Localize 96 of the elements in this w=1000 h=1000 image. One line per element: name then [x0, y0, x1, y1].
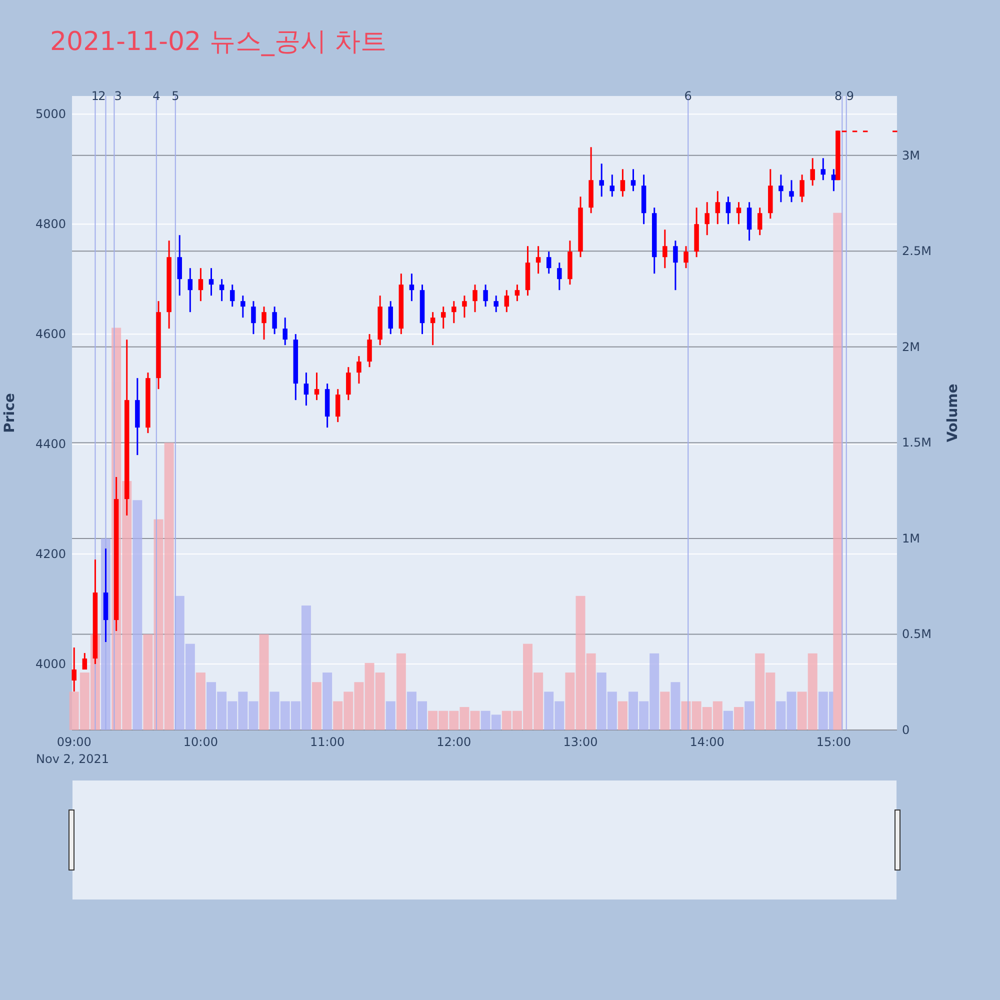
bar [312, 682, 322, 730]
y-tick-label: 4200 [35, 547, 66, 562]
bar [386, 701, 396, 730]
candlestick [610, 174, 615, 198]
candlestick [810, 157, 815, 186]
candlestick [177, 234, 182, 296]
x-tick-label: 09:00 [56, 735, 92, 749]
candlestick [72, 646, 76, 692]
candlestick [630, 168, 636, 192]
y2-tick-label: 0 [902, 723, 910, 737]
candlestick [409, 272, 414, 302]
candlestick [230, 284, 235, 308]
x-tick-label: 12:00 [436, 735, 472, 749]
candlestick [272, 306, 277, 335]
candlestick [662, 228, 668, 269]
x-tick-label: 10:00 [183, 735, 218, 749]
candlestick [356, 355, 362, 384]
x-tick-label: 11:00 [310, 735, 345, 749]
candlestick [198, 267, 204, 302]
y-tick-label: 4000 [35, 657, 66, 672]
bar [744, 701, 754, 730]
y-tick-label: 4400 [35, 437, 66, 452]
y-axis-title: Price [2, 393, 18, 433]
bar [660, 692, 670, 730]
candlestick [789, 179, 794, 203]
candlestick [262, 306, 266, 340]
candlestick [440, 306, 446, 330]
candlestick [673, 240, 678, 291]
y-tick-label: 4600 [35, 327, 66, 342]
bar [670, 682, 680, 730]
candlestick [388, 300, 393, 335]
candlestick [251, 300, 256, 335]
candlestick [367, 333, 372, 368]
candlestick [620, 168, 626, 198]
candlestick [557, 262, 562, 291]
candlestick [282, 316, 288, 346]
bar [618, 701, 628, 730]
candlestick [314, 372, 320, 401]
candlestick [462, 294, 467, 318]
ref-line-label: 6 [684, 89, 692, 103]
candlestick [219, 278, 224, 302]
candlestick [335, 388, 340, 423]
y2-tick-label: 1M [902, 531, 920, 546]
candlestick [715, 190, 720, 225]
candlestick [684, 245, 688, 269]
ref-line-label: 9 [846, 89, 854, 103]
bar [723, 710, 733, 730]
y2-tick-label: 2.5M [902, 244, 932, 258]
ref-line-label: 3 [114, 89, 122, 103]
ref-line-label: 8 [834, 89, 842, 103]
candlestick [82, 652, 88, 670]
ref-line-label: 1 [91, 89, 100, 103]
candlestick [188, 267, 193, 313]
y-tick-label: 5000 [35, 107, 66, 122]
text: Nov 2, 2021 [36, 752, 110, 766]
candlestick [546, 250, 552, 274]
candlestick [494, 294, 498, 313]
x-tick-label: 13:00 [563, 735, 598, 749]
candlestick [820, 157, 826, 181]
candlestick [240, 294, 246, 318]
ref-line-label: 4 [152, 89, 160, 103]
y2-tick-label: 0.5M [902, 627, 932, 642]
bar [322, 672, 332, 730]
candlestick [778, 174, 784, 203]
bar [196, 672, 206, 730]
bar [132, 500, 142, 730]
candlestick [704, 201, 710, 236]
y2-tick-label: 3M [902, 148, 920, 162]
candlestick [430, 311, 436, 346]
candlestick [800, 174, 804, 203]
y2-axis-title: Volume [945, 384, 961, 442]
chart-title: 2021-11-02 뉴스_공시 차트 [50, 27, 387, 57]
candlestick [514, 284, 520, 302]
candlestick [304, 372, 309, 406]
candlestick [746, 201, 752, 242]
bar [396, 653, 406, 730]
candlestick [346, 366, 351, 401]
candlestick [736, 201, 742, 225]
ref-line-label: 5 [172, 89, 180, 103]
candlestick [757, 206, 762, 236]
x-tick-label: 15:00 [816, 735, 851, 749]
x-tick-label: 14:00 [690, 735, 724, 749]
y-tick-label: 4800 [35, 217, 66, 232]
candlestick [504, 289, 510, 313]
candlestick [208, 267, 214, 296]
ref-line-label: 2 [98, 89, 106, 103]
candlestick [483, 284, 488, 308]
y2-tick-label: 2M [902, 340, 920, 354]
candlestick [726, 196, 731, 225]
candlestick [536, 245, 541, 274]
y2-tick-label: 1.5M [902, 436, 932, 450]
bar [259, 634, 269, 730]
candlestick [452, 300, 456, 324]
bar [734, 707, 744, 730]
candlestick [472, 284, 478, 313]
candlestick [599, 162, 604, 198]
